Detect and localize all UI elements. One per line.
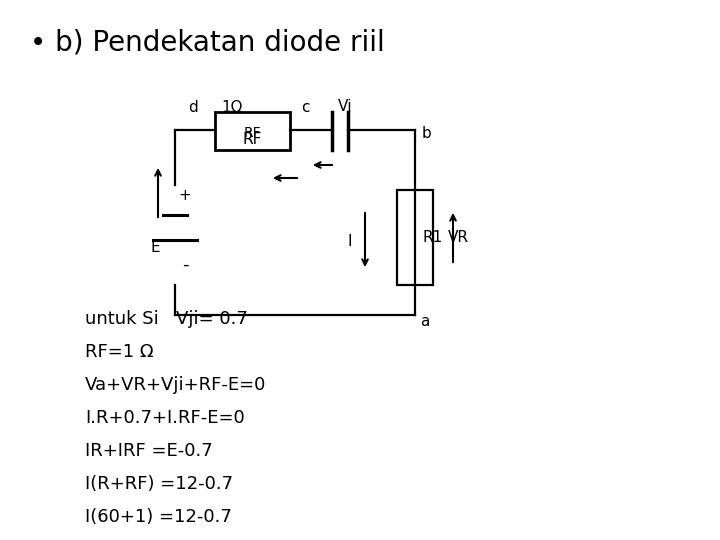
Text: Va+VR+Vji+RF-E=0: Va+VR+Vji+RF-E=0 — [85, 376, 266, 394]
Text: RF: RF — [243, 126, 261, 140]
Text: I(R+RF) =12-0.7: I(R+RF) =12-0.7 — [85, 475, 233, 493]
Text: I: I — [348, 234, 352, 249]
Text: RF=1 Ω: RF=1 Ω — [85, 343, 153, 361]
Text: c: c — [301, 100, 310, 116]
Text: VR: VR — [448, 230, 469, 245]
Text: +: + — [179, 188, 192, 204]
Text: • b) Pendekatan diode riil: • b) Pendekatan diode riil — [30, 28, 384, 56]
Text: d: d — [188, 100, 198, 116]
Text: -: - — [181, 256, 188, 274]
Text: untuk Si   Vji= 0.7: untuk Si Vji= 0.7 — [85, 310, 248, 328]
Text: b: b — [422, 125, 432, 140]
Text: E: E — [150, 240, 160, 255]
Text: I.R+0.7+I.RF-E=0: I.R+0.7+I.RF-E=0 — [85, 409, 245, 427]
Text: IR+IRF =E-0.7: IR+IRF =E-0.7 — [85, 442, 212, 460]
Text: a: a — [420, 314, 429, 329]
Bar — [215, 112, 290, 150]
Text: I(60+1) =12-0.7: I(60+1) =12-0.7 — [85, 508, 232, 526]
Text: RF: RF — [243, 132, 262, 146]
Text: 1Ω: 1Ω — [221, 100, 243, 116]
Text: Vj: Vj — [338, 99, 352, 114]
Bar — [397, 190, 433, 285]
Text: R1: R1 — [423, 230, 444, 245]
